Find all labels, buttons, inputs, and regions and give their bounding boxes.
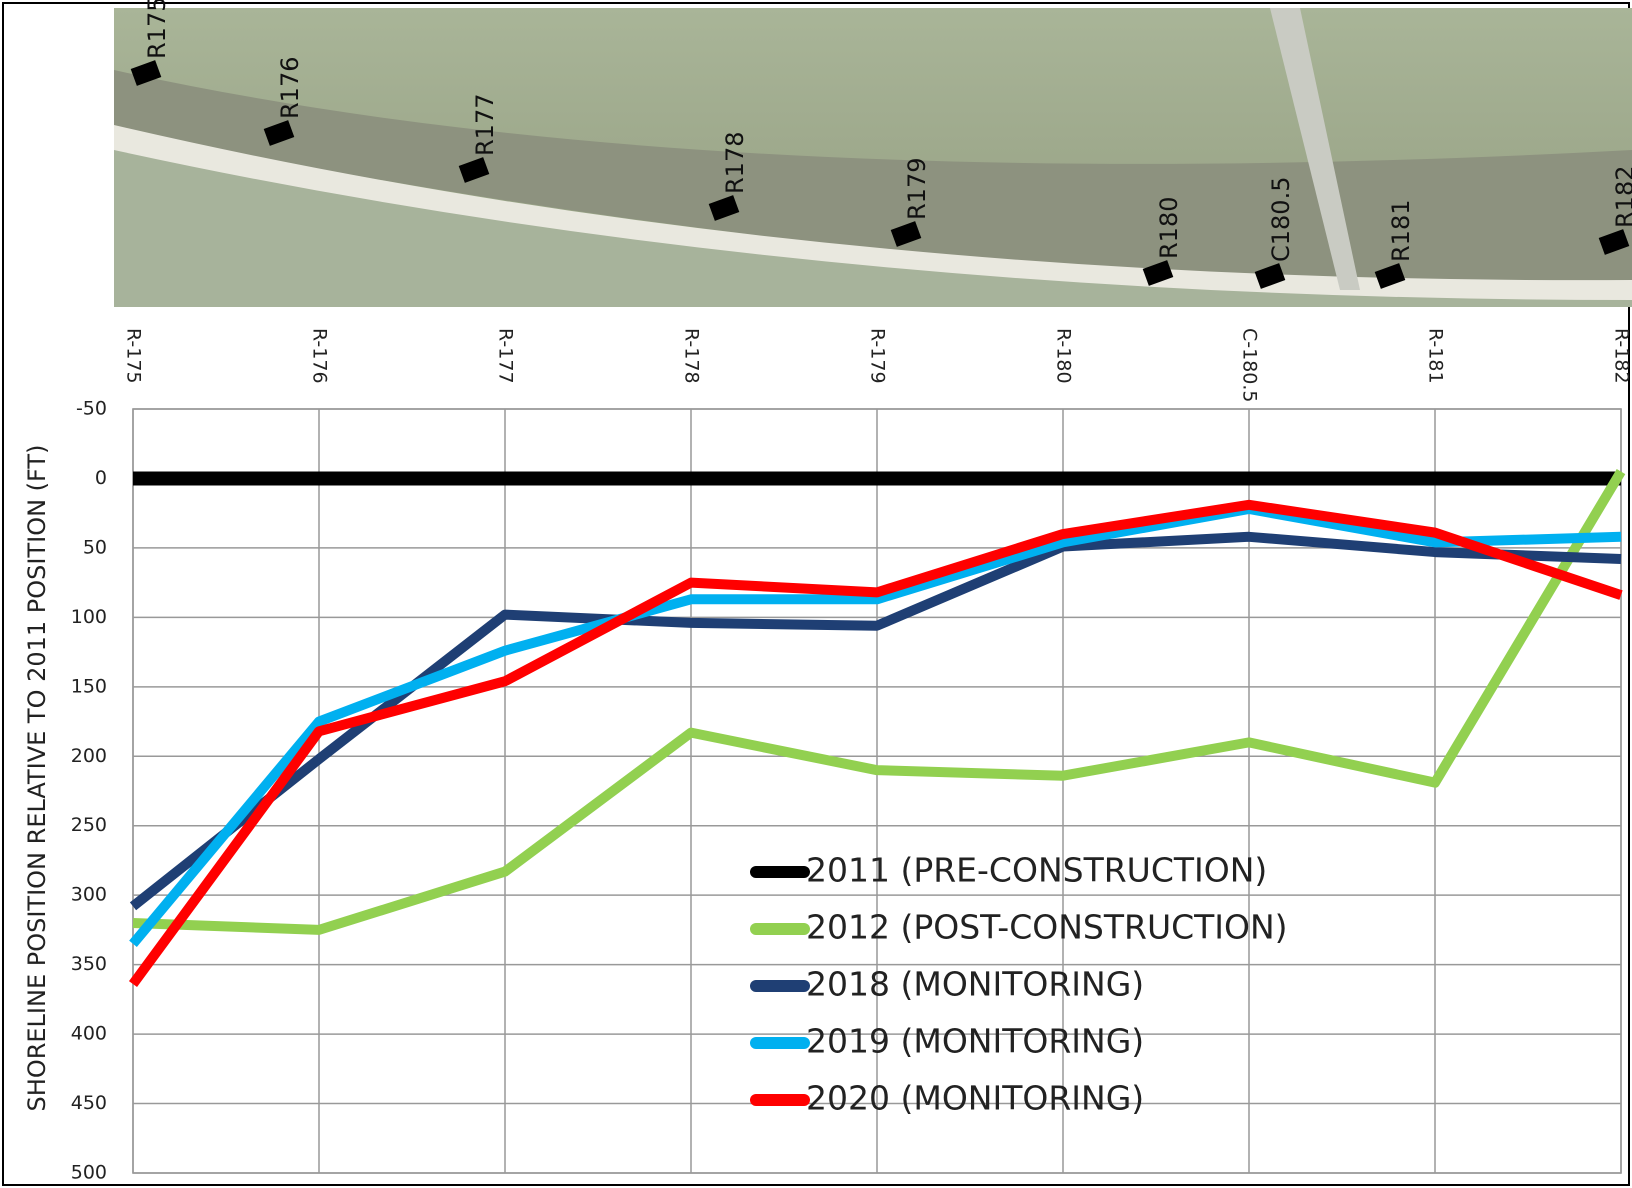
legend-label: 2019 (MONITORING) xyxy=(806,1022,1144,1061)
y-tick-label: 450 xyxy=(71,1092,107,1114)
legend-label: 2018 (MONITORING) xyxy=(806,965,1144,1004)
y-tick-label: 150 xyxy=(71,675,107,697)
x-tick-label: R-182 xyxy=(1611,328,1632,384)
y-tick-label: 200 xyxy=(71,745,107,767)
x-tick-label: R-180 xyxy=(1053,328,1075,384)
map-marker-label: R181 xyxy=(1387,200,1415,262)
x-tick-label: R-179 xyxy=(867,328,889,384)
y-tick-label: 500 xyxy=(71,1162,107,1184)
legend-label: 2020 (MONITORING) xyxy=(806,1079,1144,1118)
map-marker-label: R177 xyxy=(471,94,499,156)
y-tick-label: 250 xyxy=(71,814,107,836)
x-tick-label: R-176 xyxy=(309,328,331,384)
y-tick-label: 0 xyxy=(95,467,107,489)
map-marker-label: R176 xyxy=(276,57,304,119)
chart: R175 R176 R177 R178 R179 R180 C180.5 R181 R182 S… xyxy=(0,0,1632,1188)
y-tick-label: 350 xyxy=(71,953,107,975)
y-tick-label: 100 xyxy=(71,606,107,628)
map-marker-label: R175 xyxy=(143,0,171,59)
map-marker-label: R178 xyxy=(721,132,749,194)
map-marker-label: R182 xyxy=(1611,166,1632,228)
x-tick-label: R-175 xyxy=(123,328,145,384)
map-marker-label: C180.5 xyxy=(1267,177,1295,262)
x-tick-label: R-181 xyxy=(1425,328,1447,384)
y-axis-label: SHORELINE POSITION RELATIVE TO 2011 POSI… xyxy=(23,445,51,1112)
legend-label: 2011 (PRE-CONSTRUCTION) xyxy=(806,851,1267,890)
y-tick-label: 300 xyxy=(71,884,107,906)
map-marker-label: R179 xyxy=(903,158,931,220)
y-tick-label: -50 xyxy=(76,398,107,420)
map-marker-label: R180 xyxy=(1155,197,1183,259)
x-tick-label: C-180.5 xyxy=(1239,328,1261,403)
y-tick-label: 400 xyxy=(71,1023,107,1045)
y-tick-label: 50 xyxy=(83,536,107,558)
x-tick-label: R-178 xyxy=(681,328,703,384)
legend-label: 2012 (POST-CONSTRUCTION) xyxy=(806,908,1288,947)
x-tick-label: R-177 xyxy=(495,328,517,384)
